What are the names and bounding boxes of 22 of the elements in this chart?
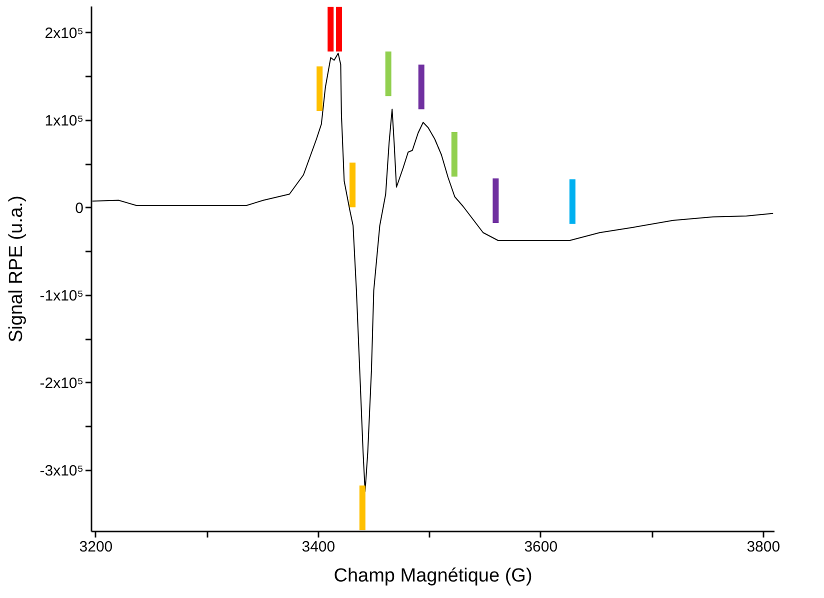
bar — [316, 66, 323, 111]
bar — [492, 178, 499, 223]
y-tick-label: -3x10⁵ — [40, 462, 84, 480]
y-tick-label: 2x10⁵ — [44, 24, 84, 42]
bar — [418, 64, 424, 110]
bar — [385, 52, 392, 96]
x-tick-label: 3200 — [79, 538, 113, 556]
y-tick-label: 1x10⁵ — [44, 112, 84, 130]
bar — [451, 132, 458, 177]
y-axis-title: Signal RPE (u.a.) — [6, 196, 27, 342]
y-tick-label: -2x10⁵ — [40, 374, 84, 392]
x-tick-label: 3400 — [302, 538, 336, 556]
bar — [359, 486, 366, 530]
x-axis-title: Champ Magnétique (G) — [334, 566, 532, 586]
bar — [328, 6, 334, 52]
bar — [350, 162, 356, 208]
x-tick-label: 3800 — [746, 538, 780, 556]
y-tick-label: 0 — [75, 200, 84, 217]
x-tick-label: 3600 — [524, 538, 558, 556]
bar — [569, 179, 576, 224]
y-tick-label: -1x10⁵ — [40, 287, 84, 304]
bar — [336, 6, 342, 52]
